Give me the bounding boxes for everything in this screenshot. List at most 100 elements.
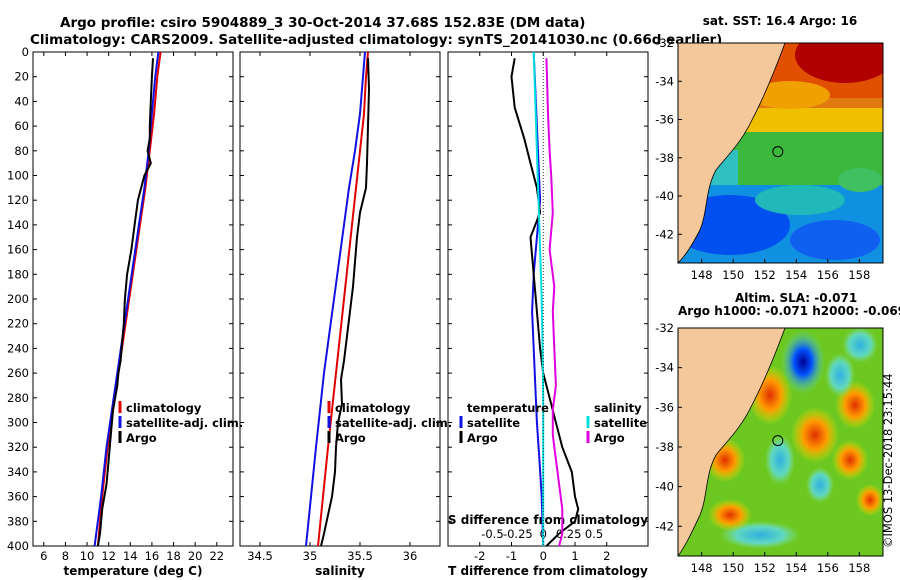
map-x-tick-label: 150 — [722, 561, 744, 575]
x-tick-label: 8 — [62, 549, 69, 563]
sla-map-y-ticks: -32 -34 -36 -38 -40 -42 — [655, 321, 682, 533]
s-tick-label: -0.25 — [503, 527, 533, 541]
x-tick-label: 22 — [209, 549, 224, 563]
x-tick-label: 1 — [571, 549, 578, 563]
map-x-tick-label: 158 — [848, 561, 870, 575]
x-tick-label: 12 — [101, 549, 116, 563]
s-tick-label: 0.5 — [585, 527, 603, 541]
series-temperature-argo — [510, 58, 580, 547]
imos-credit: ©IMOS 13-Dec-2018 23:15:44 — [881, 373, 895, 548]
salinity-legend: climatology satellite-adj. clim. Argo — [327, 401, 452, 445]
depth-tick-label: 400 — [7, 539, 29, 553]
legend-t-satellite-label: satellite — [467, 416, 520, 430]
map-y-tick-label: -40 — [655, 189, 674, 203]
difference-xlabel: T difference from climatology — [448, 564, 648, 578]
depth-tick-label: 280 — [7, 391, 29, 405]
legend-salinity-title: salinity — [594, 401, 642, 415]
depth-tick-label: 140 — [7, 218, 29, 232]
salinity-series — [305, 51, 371, 547]
series-argo — [96, 58, 154, 547]
depth-tick-label: 20 — [14, 70, 29, 84]
map-y-tick-label: -32 — [655, 321, 674, 335]
depth-tick-label: 340 — [7, 465, 29, 479]
x-tick-label: 6 — [40, 549, 47, 563]
map-x-tick-label: 154 — [785, 268, 807, 282]
s-difference-label: S difference from climatology — [448, 513, 648, 527]
temperature-legend: climatology satellite-adj. clim. Argo — [118, 401, 243, 445]
depth-tick-label: 360 — [7, 490, 29, 504]
map-y-tick-label: -38 — [655, 151, 674, 165]
sla-map-title-line2: Argo h1000: -0.071 h2000: -0.069 — [678, 304, 900, 318]
legend-argo-label: Argo — [335, 431, 366, 445]
sst-map-title: sat. SST: 16.4 Argo: 16 — [703, 14, 857, 28]
sla-argo-location-marker — [772, 435, 784, 447]
sla-map-x-ticks: 148 150 152 154 156 158 — [691, 552, 870, 575]
legend-satellite-label: satellite-adj. clim. — [126, 416, 243, 430]
depth-tick-label: 60 — [14, 119, 29, 133]
legend-temperature-title: temperature — [467, 401, 549, 415]
x-tick-label: 36 — [403, 549, 418, 563]
salinity-xlabel: salinity — [315, 564, 365, 578]
x-tick-label: 10 — [80, 549, 95, 563]
map-x-tick-label: 152 — [754, 268, 776, 282]
map-x-tick-label: 156 — [817, 268, 839, 282]
x-tick-label: 0 — [540, 549, 547, 563]
depth-tick-label: 320 — [7, 440, 29, 454]
legend-s-satellite-label: satellite — [594, 416, 647, 430]
series-climatology — [317, 51, 369, 547]
depth-tick-label: 0 — [22, 45, 29, 59]
sla-land — [678, 328, 785, 556]
legend-t-argo-label: Argo — [467, 431, 498, 445]
sst-map-field — [678, 43, 883, 263]
figure-title-line1: Argo profile: csiro 5904889_3 30-Oct-201… — [60, 15, 585, 31]
map-x-tick-label: 150 — [722, 268, 744, 282]
map-y-tick-label: -34 — [655, 361, 674, 375]
salinity-axes — [239, 51, 441, 547]
depth-tick-label: 380 — [7, 514, 29, 528]
salinity-x-ticks: 34.5 35 35.5 36 — [240, 51, 440, 563]
map-x-tick-label: 156 — [817, 561, 839, 575]
difference-series — [510, 51, 580, 547]
sla-map-title-line1: Altim. SLA: -0.071 — [735, 291, 857, 305]
series-argo — [320, 58, 371, 547]
x-tick-label: 16 — [145, 549, 160, 563]
map-y-tick-label: -38 — [655, 440, 674, 454]
sst-map-axes — [677, 42, 884, 264]
sla-map-axes — [677, 327, 884, 557]
legend-s-argo-label: Argo — [594, 431, 625, 445]
depth-axis: 0 20 40 60 80 100 120 140 160 180 200 220 240 260 280 3… — [7, 45, 29, 553]
figure-title-line2: Climatology: CARS2009. Satellite-adjuste… — [30, 32, 722, 48]
x-tick-label: 35.5 — [347, 549, 373, 563]
sla-map-field — [678, 328, 883, 556]
sst-map-x-ticks: 148 150 152 154 156 158 — [691, 259, 870, 282]
x-tick-label: 20 — [188, 549, 203, 563]
temperature-x-ticks: 6 8 10 12 14 16 18 20 22 — [33, 51, 233, 563]
series-satellite-adj-clim- — [305, 51, 366, 547]
legend-climatology-label: climatology — [335, 401, 411, 415]
legend-argo-label: Argo — [126, 431, 157, 445]
map-x-tick-label: 148 — [691, 561, 713, 575]
x-tick-label: 2 — [603, 549, 610, 563]
x-tick-label: 18 — [166, 549, 181, 563]
x-tick-label: 14 — [123, 549, 138, 563]
x-tick-label: 35 — [303, 549, 318, 563]
series-climatology — [96, 51, 162, 547]
depth-tick-label: 40 — [14, 94, 29, 108]
temperature-axes — [32, 51, 234, 547]
depth-tick-label: 160 — [7, 243, 29, 257]
s-tick-label: -0.5 — [481, 527, 503, 541]
depth-tick-label: 120 — [7, 193, 29, 207]
map-y-tick-label: -32 — [655, 36, 674, 50]
map-x-tick-label: 158 — [848, 268, 870, 282]
difference-legend: temperature satellite Argo salinity sate… — [459, 401, 647, 445]
temperature-series — [93, 51, 162, 547]
x-tick-label: 34.5 — [247, 549, 273, 563]
depth-tick-label: 100 — [7, 169, 29, 183]
map-y-tick-label: -36 — [655, 113, 674, 127]
legend-climatology-label: climatology — [126, 401, 202, 415]
sst-land — [678, 43, 785, 263]
legend-satellite-label: satellite-adj. clim. — [335, 416, 452, 430]
map-y-tick-label: -42 — [655, 227, 674, 241]
sst-map-y-ticks: -32 -34 -36 -38 -40 -42 — [655, 36, 682, 241]
temperature-xlabel: temperature (deg C) — [64, 564, 203, 578]
